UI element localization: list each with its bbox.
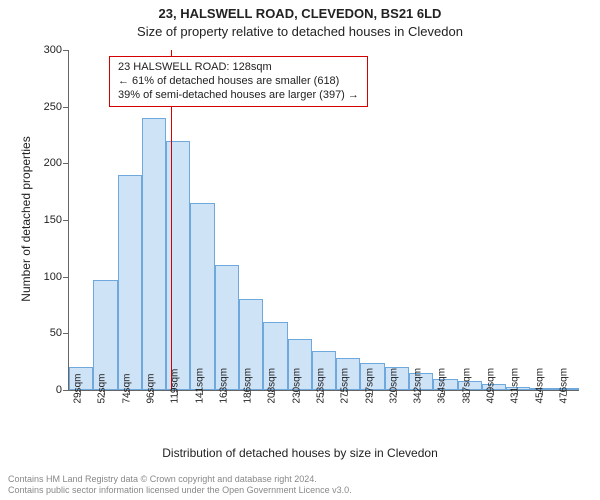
y-tick-mark (63, 50, 68, 51)
y-tick-label: 100 (32, 271, 62, 283)
histogram-bar (190, 203, 214, 390)
y-tick-mark (63, 390, 68, 391)
y-tick-mark (63, 333, 68, 334)
info-box-line: 39% of semi-detached houses are larger (… (118, 89, 359, 103)
y-tick-label: 150 (32, 214, 62, 226)
footer-line-2: Contains public sector information licen… (8, 485, 352, 496)
y-tick-label: 250 (32, 101, 62, 113)
y-tick-mark (63, 163, 68, 164)
y-tick-mark (63, 220, 68, 221)
y-tick-label: 0 (32, 384, 62, 396)
histogram-bar (166, 141, 190, 390)
title-line-1: 23, HALSWELL ROAD, CLEVEDON, BS21 6LD (0, 6, 600, 21)
y-tick-label: 300 (32, 44, 62, 56)
histogram-bar (118, 175, 142, 390)
histogram-bar (142, 118, 166, 390)
footer-attribution: Contains HM Land Registry data © Crown c… (8, 474, 352, 496)
y-tick-label: 200 (32, 157, 62, 169)
x-axis-label: Distribution of detached houses by size … (0, 446, 600, 460)
info-box-line: 23 HALSWELL ROAD: 128sqm (118, 61, 359, 75)
chart-plot-area: 23 HALSWELL ROAD: 128sqm← 61% of detache… (68, 50, 579, 391)
property-info-box: 23 HALSWELL ROAD: 128sqm← 61% of detache… (109, 56, 368, 107)
title-line-2: Size of property relative to detached ho… (0, 24, 600, 39)
y-tick-mark (63, 277, 68, 278)
footer-line-1: Contains HM Land Registry data © Crown c… (8, 474, 352, 485)
y-tick-mark (63, 107, 68, 108)
y-axis-label: Number of detached properties (19, 49, 33, 389)
info-box-line: ← 61% of detached houses are smaller (61… (118, 75, 359, 89)
y-tick-label: 50 (32, 327, 62, 339)
